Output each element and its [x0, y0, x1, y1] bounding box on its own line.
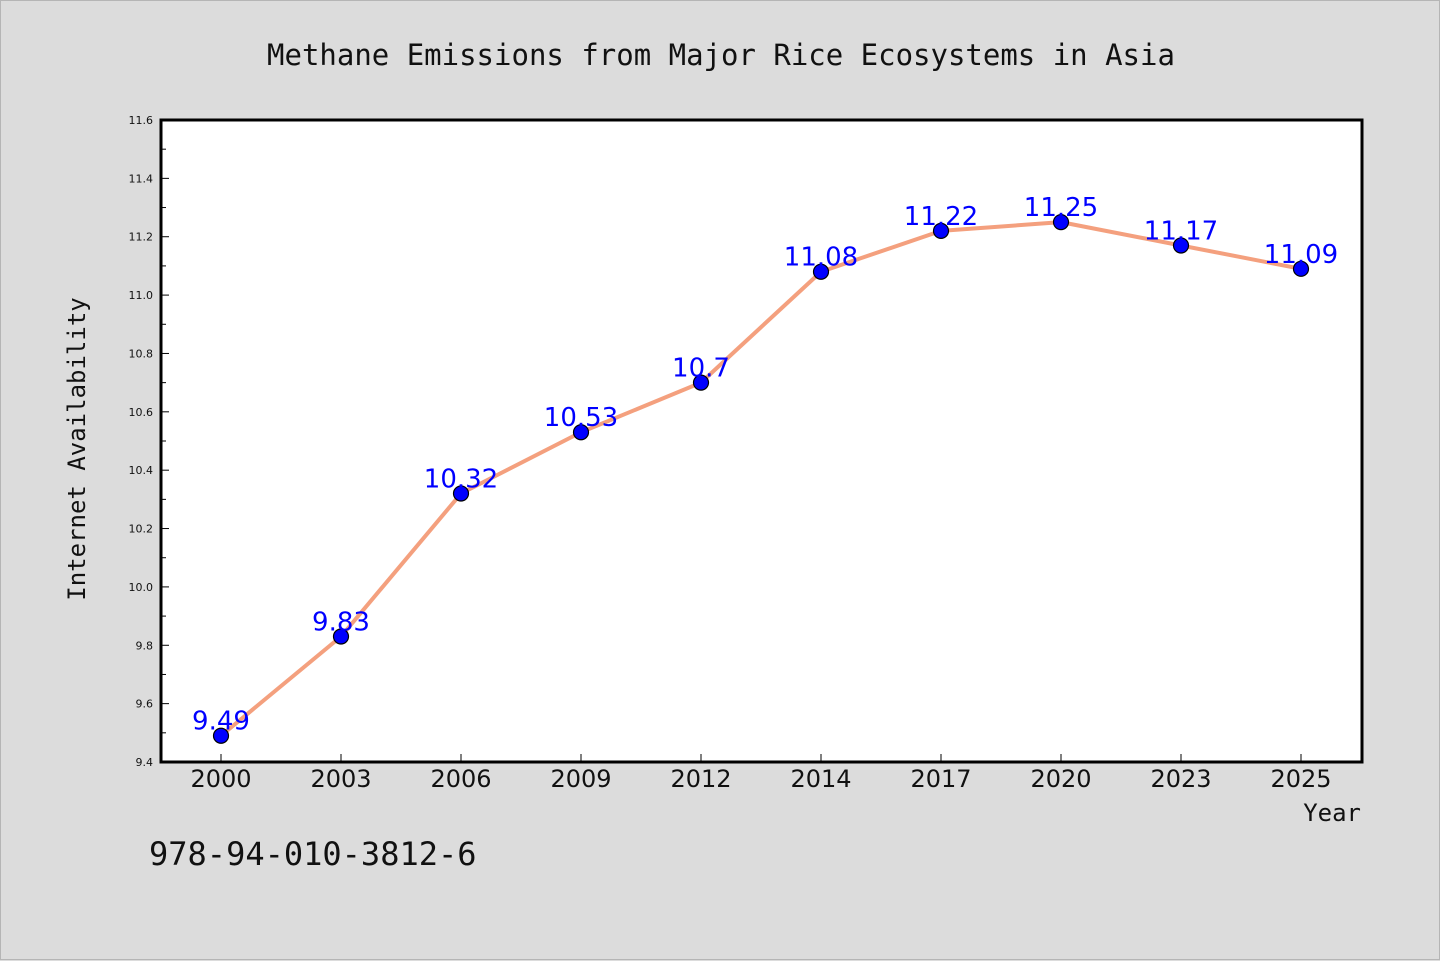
y-tick-label: 10.0: [129, 581, 154, 594]
y-tick-label: 11.2: [129, 231, 154, 244]
x-tick-label: 2017: [910, 765, 971, 793]
x-axis-label: Year: [1303, 799, 1361, 827]
data-label: 10.32: [424, 465, 498, 495]
data-point: [332, 628, 350, 645]
data-labels: 9.49 9.83 10.32 10.53 10.7 11.08 11.22 11.25 11.…: [192, 193, 1338, 737]
y-tick-label: 11.6: [129, 114, 154, 127]
y-tick-label: 11.4: [129, 172, 154, 185]
x-tick-label: 2014: [790, 765, 851, 793]
x-tick-label: 2025: [1270, 765, 1331, 793]
y-tick-label: 9.8: [136, 639, 154, 652]
plot-border: [159, 118, 1364, 764]
y-tick-label: 9.4: [136, 756, 154, 769]
x-tick-label: 2009: [550, 765, 611, 793]
data-label: 11.17: [1144, 216, 1218, 246]
y-tick-label: 10.6: [129, 406, 154, 419]
y-axis-label: Internet Availability: [63, 297, 91, 600]
data-label: 10.53: [544, 403, 618, 433]
data-point: [692, 374, 710, 391]
x-tick-label: 2023: [1150, 765, 1211, 793]
y-tick-label: 10.2: [129, 523, 154, 536]
data-point: [452, 485, 470, 502]
x-tick-label: 2006: [430, 765, 491, 793]
x-tick-label: 2000: [190, 765, 251, 793]
data-label: 10.7: [672, 354, 730, 384]
isbn-annotation: 978-94-010-3812-6: [149, 835, 477, 873]
data-point: [1172, 237, 1190, 254]
data-point: [1052, 214, 1070, 231]
data-label: 11.08: [784, 243, 858, 273]
y-axis: 9.4 9.6 9.8 10.0 10.2 10.4 10.6 10.8 11.0 11.2 11.…: [129, 114, 169, 769]
data-label: 9.83: [312, 608, 370, 638]
plot-area: [161, 120, 1362, 762]
y-tick-label: 9.6: [136, 698, 154, 711]
data-point: [1292, 260, 1310, 277]
data-label: 11.22: [904, 202, 978, 232]
data-points: [212, 214, 1310, 744]
x-tick-label: 2003: [310, 765, 371, 793]
data-label: 11.25: [1024, 193, 1098, 223]
data-point: [812, 263, 830, 280]
data-point: [212, 727, 230, 744]
chart-title: Methane Emissions from Major Rice Ecosys…: [267, 38, 1175, 72]
y-tick-label: 11.0: [129, 289, 154, 302]
x-axis: 2000 2003 2006 2009 2012 2014 2017 2020 2023 2025: [190, 754, 1332, 793]
data-point: [932, 222, 950, 239]
y-tick-label: 10.8: [129, 347, 154, 360]
x-tick-label: 2012: [670, 765, 731, 793]
data-point: [572, 424, 590, 441]
x-tick-label: 2020: [1030, 765, 1091, 793]
data-label: 9.49: [192, 707, 250, 737]
data-label: 11.09: [1264, 240, 1338, 270]
y-tick-label: 10.4: [129, 464, 154, 477]
series-line: [219, 220, 1302, 738]
